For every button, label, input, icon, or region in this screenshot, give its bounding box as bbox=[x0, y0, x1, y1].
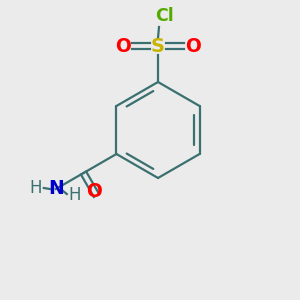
Text: N: N bbox=[48, 179, 64, 199]
Text: H: H bbox=[69, 186, 81, 204]
Text: O: O bbox=[87, 182, 103, 201]
Text: H: H bbox=[30, 179, 42, 197]
Text: Cl: Cl bbox=[156, 7, 174, 25]
Text: O: O bbox=[115, 37, 131, 56]
Text: O: O bbox=[185, 37, 201, 56]
Text: S: S bbox=[151, 37, 165, 56]
